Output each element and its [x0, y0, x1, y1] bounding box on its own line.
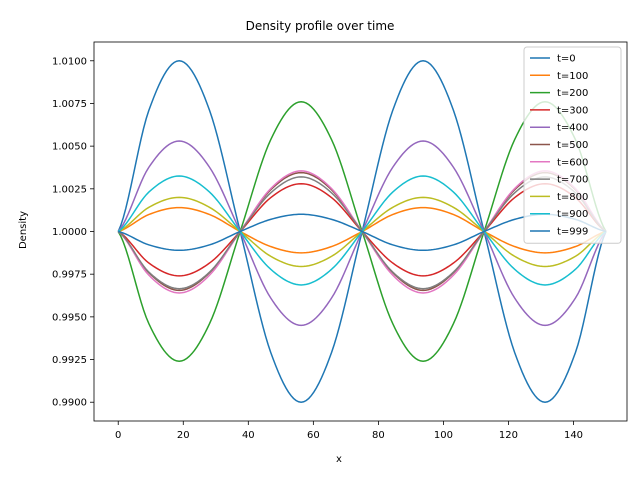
series-layer [117, 60, 607, 403]
x-axis: 0 20 40 60 80 100 120 140 [115, 421, 583, 441]
y-tick-label: 0.9900 [52, 398, 87, 409]
legend-entry: t=700 [557, 175, 588, 186]
y-axis: 0.9900 0.9925 0.9950 0.9975 1.0000 1.0025 1.00… [52, 56, 94, 409]
legend-entry: t=300 [557, 105, 588, 116]
x-tick-label: 120 [499, 430, 518, 441]
legend-entry: t=100 [557, 71, 588, 82]
legend-entry: t=900 [557, 209, 588, 220]
chart-title: Density profile over time [246, 19, 395, 33]
legend-entry: t=500 [557, 140, 588, 151]
x-axis-label: x [336, 454, 342, 465]
y-tick-label: 0.9950 [52, 312, 87, 323]
x-tick-label: 0 [115, 430, 121, 441]
x-tick-label: 40 [242, 430, 255, 441]
x-tick-label: 100 [434, 430, 453, 441]
y-axis-label: Density [18, 211, 29, 249]
legend-box [523, 46, 622, 244]
legend-entry: t=800 [557, 192, 588, 203]
y-tick-label: 1.0100 [52, 56, 87, 67]
x-tick-label: 20 [177, 430, 190, 441]
legend-entry: t=400 [557, 123, 588, 134]
y-tick-label: 0.9925 [52, 355, 87, 366]
legend-entry: t=0 [557, 54, 576, 65]
legend-entry: t=200 [557, 88, 588, 99]
y-tick-label: 1.0025 [52, 184, 87, 195]
legend-entry: t=999 [557, 227, 588, 238]
y-tick-label: 0.9975 [52, 270, 87, 281]
x-tick-label: 80 [372, 430, 385, 441]
legend-entry: t=600 [557, 157, 588, 168]
y-tick-label: 1.0075 [52, 99, 87, 110]
x-tick-label: 60 [307, 430, 320, 441]
x-tick-label: 140 [564, 430, 583, 441]
y-tick-label: 1.0000 [52, 227, 87, 238]
y-tick-label: 1.0050 [52, 142, 87, 153]
legend: t=0 t=100 t=200 t=300 t=400 t=500 t=600 t=700 t=… [523, 46, 622, 244]
